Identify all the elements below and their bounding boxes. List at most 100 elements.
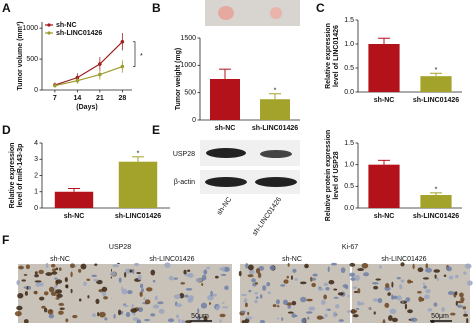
tissue-cell — [282, 299, 289, 305]
y-tick-label: 0 — [192, 117, 196, 124]
tissue-cell — [150, 269, 156, 276]
tissue-cell — [70, 263, 75, 269]
tissue-cell — [146, 287, 153, 292]
y-tick-label: 3 — [34, 156, 38, 163]
series-line — [54, 41, 123, 86]
tissue-cell — [158, 308, 165, 314]
tissue-cell — [466, 280, 473, 286]
y-tick-label: 1500 — [180, 35, 196, 42]
y-axis-label: Relative expression — [9, 143, 16, 209]
tissue-cell — [124, 268, 132, 274]
tissue-cell — [240, 293, 247, 297]
histology-images — [14, 262, 473, 323]
tissue-cell — [441, 307, 445, 312]
tissue-cell — [17, 293, 24, 299]
tissue-cell — [259, 294, 263, 299]
tissue-cell — [269, 265, 275, 271]
tissue-cell — [176, 303, 183, 308]
y-tick-label: 0 — [34, 205, 38, 212]
x-tick-label: sh-NC — [374, 213, 395, 220]
x-tick-label: sh-LINC01426 — [413, 213, 459, 220]
tissue-cell — [340, 267, 346, 274]
panel-label: E — [152, 123, 160, 137]
y-tick-label: 1.0 — [344, 41, 354, 48]
x-tick-label: sh-LINC01426 — [115, 213, 161, 220]
y-tick-label: 0.0 — [344, 205, 354, 212]
tissue-cell — [187, 269, 191, 273]
tissue-cell — [45, 272, 53, 276]
tissue-cell — [385, 283, 390, 288]
tissue-cell — [410, 317, 418, 322]
tissue-cell — [427, 308, 433, 312]
tissue-cell — [450, 312, 456, 316]
tissue-cell — [245, 316, 253, 320]
tissue-cell — [241, 310, 246, 314]
tissue-cell — [384, 302, 390, 308]
tissue-cell — [21, 279, 26, 282]
tissue-cell — [104, 317, 108, 321]
tissue-cell — [306, 311, 313, 314]
panel-label: B — [152, 1, 161, 15]
tissue-cell — [361, 262, 369, 269]
tissue-cell — [178, 318, 181, 323]
bar — [54, 191, 94, 208]
tissue-cell — [357, 268, 364, 272]
tissue-cell — [212, 293, 217, 297]
tissue-cell — [382, 319, 386, 323]
tissue-cell — [455, 291, 458, 296]
tissue-cell — [195, 278, 203, 283]
tissue-cell — [34, 271, 38, 275]
x-tick-label: 14 — [73, 95, 81, 102]
tissue-cell — [423, 285, 427, 289]
tissue-cell — [422, 282, 426, 286]
point — [120, 64, 125, 69]
scale-bar-label: 50μm — [431, 313, 449, 320]
tissue-cell — [16, 279, 20, 286]
tissue-cell — [23, 319, 29, 323]
tissue-cell — [179, 292, 185, 299]
tissue-cell — [55, 297, 60, 300]
y-tick-label: 4 — [34, 140, 38, 147]
tissue-cell — [373, 285, 379, 290]
tissue-cell — [412, 263, 415, 270]
tissue-cell — [247, 311, 250, 316]
tissue-cell — [347, 294, 350, 298]
tissue-cell — [47, 309, 54, 315]
tissue-cell — [328, 280, 335, 285]
tissue-cell — [58, 267, 62, 271]
tissue-cell — [255, 268, 261, 274]
tissue-cell — [283, 279, 289, 284]
tissue-cell — [131, 303, 134, 309]
tissue-cell — [33, 291, 37, 294]
tissue-cell — [121, 288, 128, 295]
tissue-cell — [56, 293, 63, 298]
tissue-cell — [44, 307, 48, 313]
tissue-cell — [352, 314, 359, 318]
y-tick-label: 500 — [26, 56, 38, 63]
y-tick-label: 1000 — [22, 25, 38, 32]
tissue-cell — [400, 279, 405, 283]
tissue-cell — [330, 262, 338, 266]
tissue-cell — [123, 304, 129, 308]
band-label: β-actin — [174, 179, 195, 186]
tissue-cell — [404, 303, 408, 310]
tissue-cell — [197, 308, 200, 314]
tissue-cell — [463, 271, 467, 275]
tissue-cell — [287, 311, 294, 314]
band-label: USP28 — [173, 151, 195, 158]
tissue-cell — [372, 281, 379, 285]
tissue-cell — [247, 264, 254, 271]
y-tick-label: 1.5 — [344, 140, 354, 147]
tissue-cell — [280, 284, 286, 287]
tissue-cell — [323, 282, 329, 287]
tissue-cell — [167, 318, 175, 323]
tissue-cell — [26, 285, 29, 290]
y-tick-label: 1000 — [180, 62, 196, 69]
tissue-cell — [219, 313, 226, 318]
tissue-cell — [35, 281, 40, 288]
tissue-cell — [185, 288, 193, 291]
tissue-cell — [281, 317, 284, 321]
tissue-cell — [254, 299, 258, 304]
tissue-cell — [333, 296, 339, 299]
tissue-cell — [464, 263, 472, 269]
